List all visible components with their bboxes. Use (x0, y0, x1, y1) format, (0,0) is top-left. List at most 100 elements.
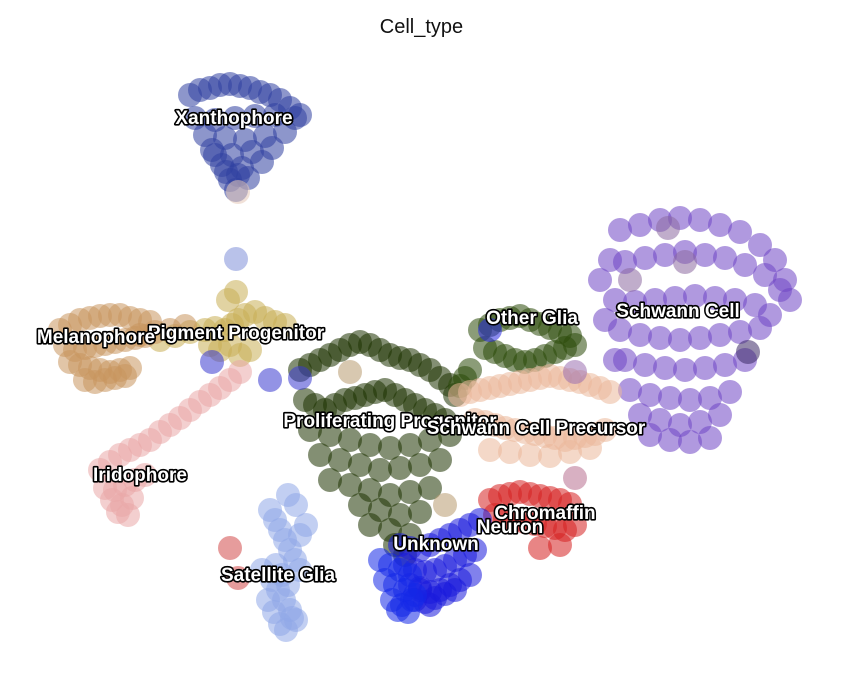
cluster-label-neuron: Neuron (477, 517, 544, 538)
point-chromaffin (528, 536, 552, 560)
series-schwann-cell (588, 206, 802, 454)
point-schwann-cell (648, 326, 672, 350)
point-schwann-cell (618, 378, 642, 402)
point-satellite-glia (280, 606, 304, 630)
point-proliferating-progenitor (398, 433, 422, 457)
point-chromaffin (563, 513, 587, 537)
point-schwann-cell-precursor (598, 380, 622, 404)
point-proliferating-progenitor (438, 423, 462, 447)
point-schwann-cell (663, 286, 687, 310)
point-schwann-cell (593, 308, 617, 332)
point-proliferating-progenitor (328, 448, 352, 472)
point-stray (563, 466, 587, 490)
point-stray (673, 250, 697, 274)
point-schwann-cell (688, 208, 712, 232)
point-proliferating-progenitor (388, 456, 412, 480)
point-chromaffin (558, 492, 582, 516)
cluster-label-chromaffin: Chromaffin (494, 503, 595, 524)
point-iridophore (116, 503, 140, 527)
point-schwann-cell (638, 423, 662, 447)
point-stray (478, 318, 502, 342)
point-schwann-cell (678, 388, 702, 412)
point-schwann-cell (603, 348, 627, 372)
point-proliferating-progenitor (338, 428, 362, 452)
cluster-label-unknown: Unknown (393, 534, 479, 555)
point-stray (218, 536, 242, 560)
point-proliferating-progenitor (418, 476, 442, 500)
point-schwann-cell (693, 356, 717, 380)
point-schwann-cell (653, 243, 677, 267)
point-stray (258, 368, 282, 392)
point-schwann-cell (748, 316, 772, 340)
point-proliferating-progenitor (398, 480, 422, 504)
point-proliferating-progenitor (308, 443, 332, 467)
point-stray (736, 340, 760, 364)
series-xanthophore (178, 72, 312, 202)
point-xanthophore (273, 120, 297, 144)
point-proliferating-progenitor (348, 493, 372, 517)
point-neuron (458, 563, 482, 587)
point-schwann-cell (713, 246, 737, 270)
point-pigment-progenitor (273, 313, 297, 337)
point-schwann-cell (658, 386, 682, 410)
point-satellite-glia (276, 483, 300, 507)
point-melanophore (173, 314, 197, 338)
point-neuron (463, 538, 487, 562)
point-satellite-glia (250, 558, 274, 582)
cluster-label-other-glia: Other Glia (486, 308, 578, 329)
point-schwann-cell (638, 383, 662, 407)
point-xanthophore (203, 143, 227, 167)
point-xanthophore (243, 104, 267, 128)
point-schwann-cell (588, 268, 612, 292)
cluster-label-schwann-cell: Schwann Cell (616, 301, 740, 322)
point-schwann-cell (708, 403, 732, 427)
series-pigment-progenitor (148, 280, 297, 367)
cluster-label-schwann-cell-precursor: Schwann Cell Precursor (427, 418, 646, 439)
series-proliferating-progenitor (288, 330, 467, 567)
point-schwann-cell (748, 233, 772, 257)
point-schwann-cell (708, 213, 732, 237)
point-schwann-cell (643, 288, 667, 312)
series-satellite-glia (250, 483, 318, 642)
series-melanophore (48, 303, 197, 394)
point-schwann-cell (633, 353, 657, 377)
series-unknown (368, 548, 427, 624)
point-stray (200, 350, 224, 374)
point-schwann-cell-precursor (498, 440, 522, 464)
point-schwann-cell (633, 246, 657, 270)
point-schwann-cell-precursor (478, 438, 502, 462)
point-other-glia (553, 336, 577, 360)
cluster-label-proliferating-progenitor: Proliferating Progenitor (283, 411, 497, 432)
point-schwann-cell (728, 320, 752, 344)
point-schwann-cell (718, 380, 742, 404)
point-schwann-cell (688, 326, 712, 350)
point-schwann-cell (613, 250, 637, 274)
point-melanophore (113, 364, 137, 388)
point-pigment-progenitor (238, 338, 262, 362)
point-proliferating-progenitor (338, 473, 362, 497)
point-proliferating-progenitor (408, 500, 432, 524)
point-proliferating-progenitor (318, 468, 342, 492)
point-iridophore (133, 463, 157, 487)
point-schwann-cell (753, 263, 777, 287)
point-proliferating-progenitor (408, 453, 432, 477)
point-schwann-cell (608, 218, 632, 242)
cluster-label-satellite-glia: Satellite Glia (221, 565, 335, 586)
point-proliferating-progenitor (358, 513, 382, 537)
chart-title: Cell_type (379, 16, 464, 38)
point-schwann-cell (683, 284, 707, 308)
point-stray (433, 493, 457, 517)
point-stray (656, 216, 680, 240)
point-schwann-cell (713, 353, 737, 377)
point-schwann-cell (703, 286, 727, 310)
point-schwann-cell (698, 426, 722, 450)
point-schwann-cell-precursor (578, 436, 602, 460)
series-other-glia (448, 304, 587, 398)
cluster-label-xanthophore: Xanthophore (175, 108, 292, 129)
point-proliferating-progenitor (418, 428, 442, 452)
point-proliferating-progenitor (428, 448, 452, 472)
point-schwann-cell (728, 220, 752, 244)
point-proliferating-progenitor (298, 418, 322, 442)
point-xanthophore (250, 150, 274, 174)
point-neuron (443, 578, 467, 602)
